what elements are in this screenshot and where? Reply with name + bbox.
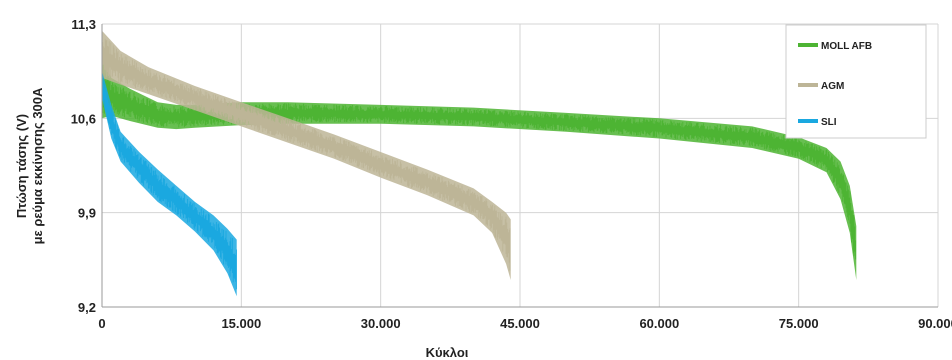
legend-label-sli: SLI [821,117,837,128]
x-tick-label: 90.000 [918,316,952,331]
y-tick-label: 11,3 [71,17,96,32]
y-tick-label: 9,9 [78,206,96,221]
x-tick-label: 15.000 [221,316,261,331]
y-axis-title-line2: με ρεύμα εκκίνησης 300A [30,87,45,244]
x-tick-label: 30.000 [361,316,401,331]
x-axis-title: Κύκλοι [426,345,469,360]
y-axis-title-line1: Πτώση τάσης (V) [14,114,29,218]
series-band [102,30,511,281]
series-sli [101,71,237,297]
x-tick-label: 60.000 [639,316,679,331]
x-tick-label: 0 [98,316,105,331]
x-tick-label: 45.000 [500,316,540,331]
y-tick-label: 9,2 [78,300,96,315]
legend-label-agm: AGM [821,81,844,92]
legend-label-moll-afb: MOLL AFB [821,41,872,52]
y-tick-label: 10,6 [71,111,96,126]
x-tick-label: 75.000 [779,316,819,331]
legend: MOLL AFB AGM SLI [785,24,927,139]
tick-labels: 0 15.000 30.000 45.000 60.000 75.000 90.000 9,2… [71,17,952,331]
series-band [102,71,237,297]
axes [101,24,938,308]
